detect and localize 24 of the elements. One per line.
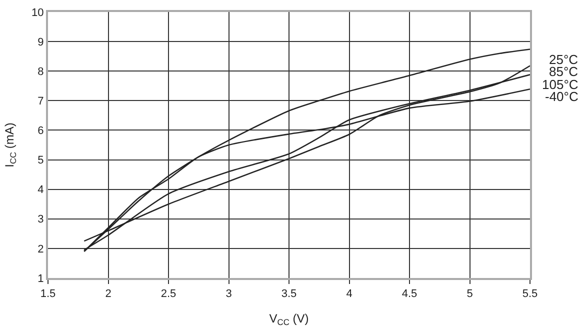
y-tick-label: 10 xyxy=(32,6,44,19)
x-tick-label: 5 xyxy=(466,288,473,300)
y-tick-label: 7 xyxy=(38,96,44,108)
x-axis-title: V$_{CC}$ (V) xyxy=(269,312,309,328)
series-label: -40°C xyxy=(545,89,578,104)
y-tick-label: 9 xyxy=(38,36,44,48)
x-tick-label: 2 xyxy=(105,288,112,300)
x-tick-label: 3 xyxy=(226,288,232,300)
x-tick-label: 4 xyxy=(346,288,352,300)
x-tick-label: 3.5 xyxy=(281,288,297,300)
y-tick-label: 3 xyxy=(38,214,44,226)
series-label: 25°C xyxy=(549,52,578,67)
y-tick-label: 1 xyxy=(38,272,44,285)
y-tick-label: 2 xyxy=(38,243,44,256)
y-tick-label: 4 xyxy=(38,184,44,196)
series-label: 105°C xyxy=(542,77,578,92)
y-tick-label: 5 xyxy=(38,154,44,167)
x-tick-label: 4.5 xyxy=(402,288,418,300)
x-tick-label: 5.5 xyxy=(522,288,538,300)
x-tick-label: 2.5 xyxy=(160,288,176,300)
y-tick-label: 8 xyxy=(38,66,44,78)
series-label: 85°C xyxy=(549,64,578,79)
x-tick-label: 1.5 xyxy=(40,288,56,300)
y-tick-label: 6 xyxy=(38,125,44,138)
